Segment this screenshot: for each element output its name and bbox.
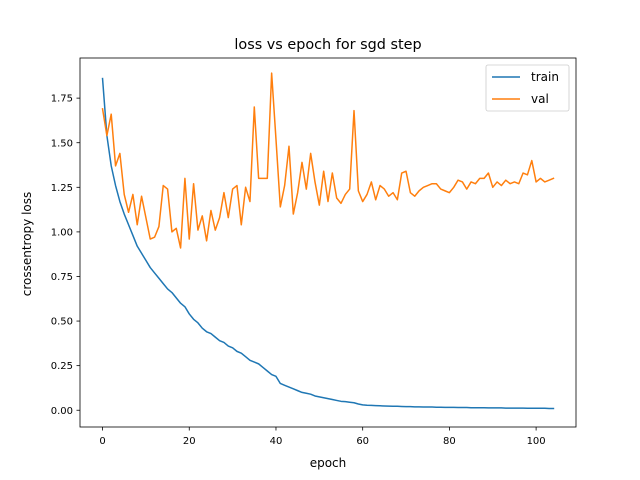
x-tick-label: 60 <box>356 436 369 447</box>
legend: train val <box>485 64 570 112</box>
x-tick-label: 40 <box>270 436 283 447</box>
y-tick-label: 0.50 <box>51 317 73 328</box>
y-axis-ticks: 0.00 0.25 0.50 0.75 1.00 1.25 1.50 1.75 <box>51 94 80 417</box>
series-line-train <box>101 77 555 410</box>
x-tick-label: 80 <box>443 436 456 447</box>
y-tick-label: 0.00 <box>51 406 73 417</box>
legend-label-val: val <box>531 92 549 106</box>
x-tick-label: 100 <box>527 436 546 447</box>
y-tick-label: 0.75 <box>51 272 73 283</box>
y-tick-label: 1.50 <box>51 138 73 149</box>
x-tick-label: 20 <box>183 436 196 447</box>
chart-title: loss vs epoch for sgd step <box>234 37 421 53</box>
y-tick-label: 0.25 <box>51 361 73 372</box>
plot-area <box>79 57 577 428</box>
y-tick-label: 1.00 <box>51 227 73 238</box>
y-tick-label: 1.75 <box>51 94 73 105</box>
series-line-val <box>101 72 555 249</box>
legend-label-train: train <box>531 70 559 84</box>
x-axis-label: epoch <box>310 456 347 470</box>
x-axis-ticks: 0 20 40 60 80 100 <box>99 427 546 447</box>
x-tick-label: 0 <box>99 436 105 447</box>
y-axis-label: crossentropy loss <box>20 192 34 297</box>
y-tick-label: 1.25 <box>51 183 73 194</box>
axes-frame <box>79 57 577 428</box>
